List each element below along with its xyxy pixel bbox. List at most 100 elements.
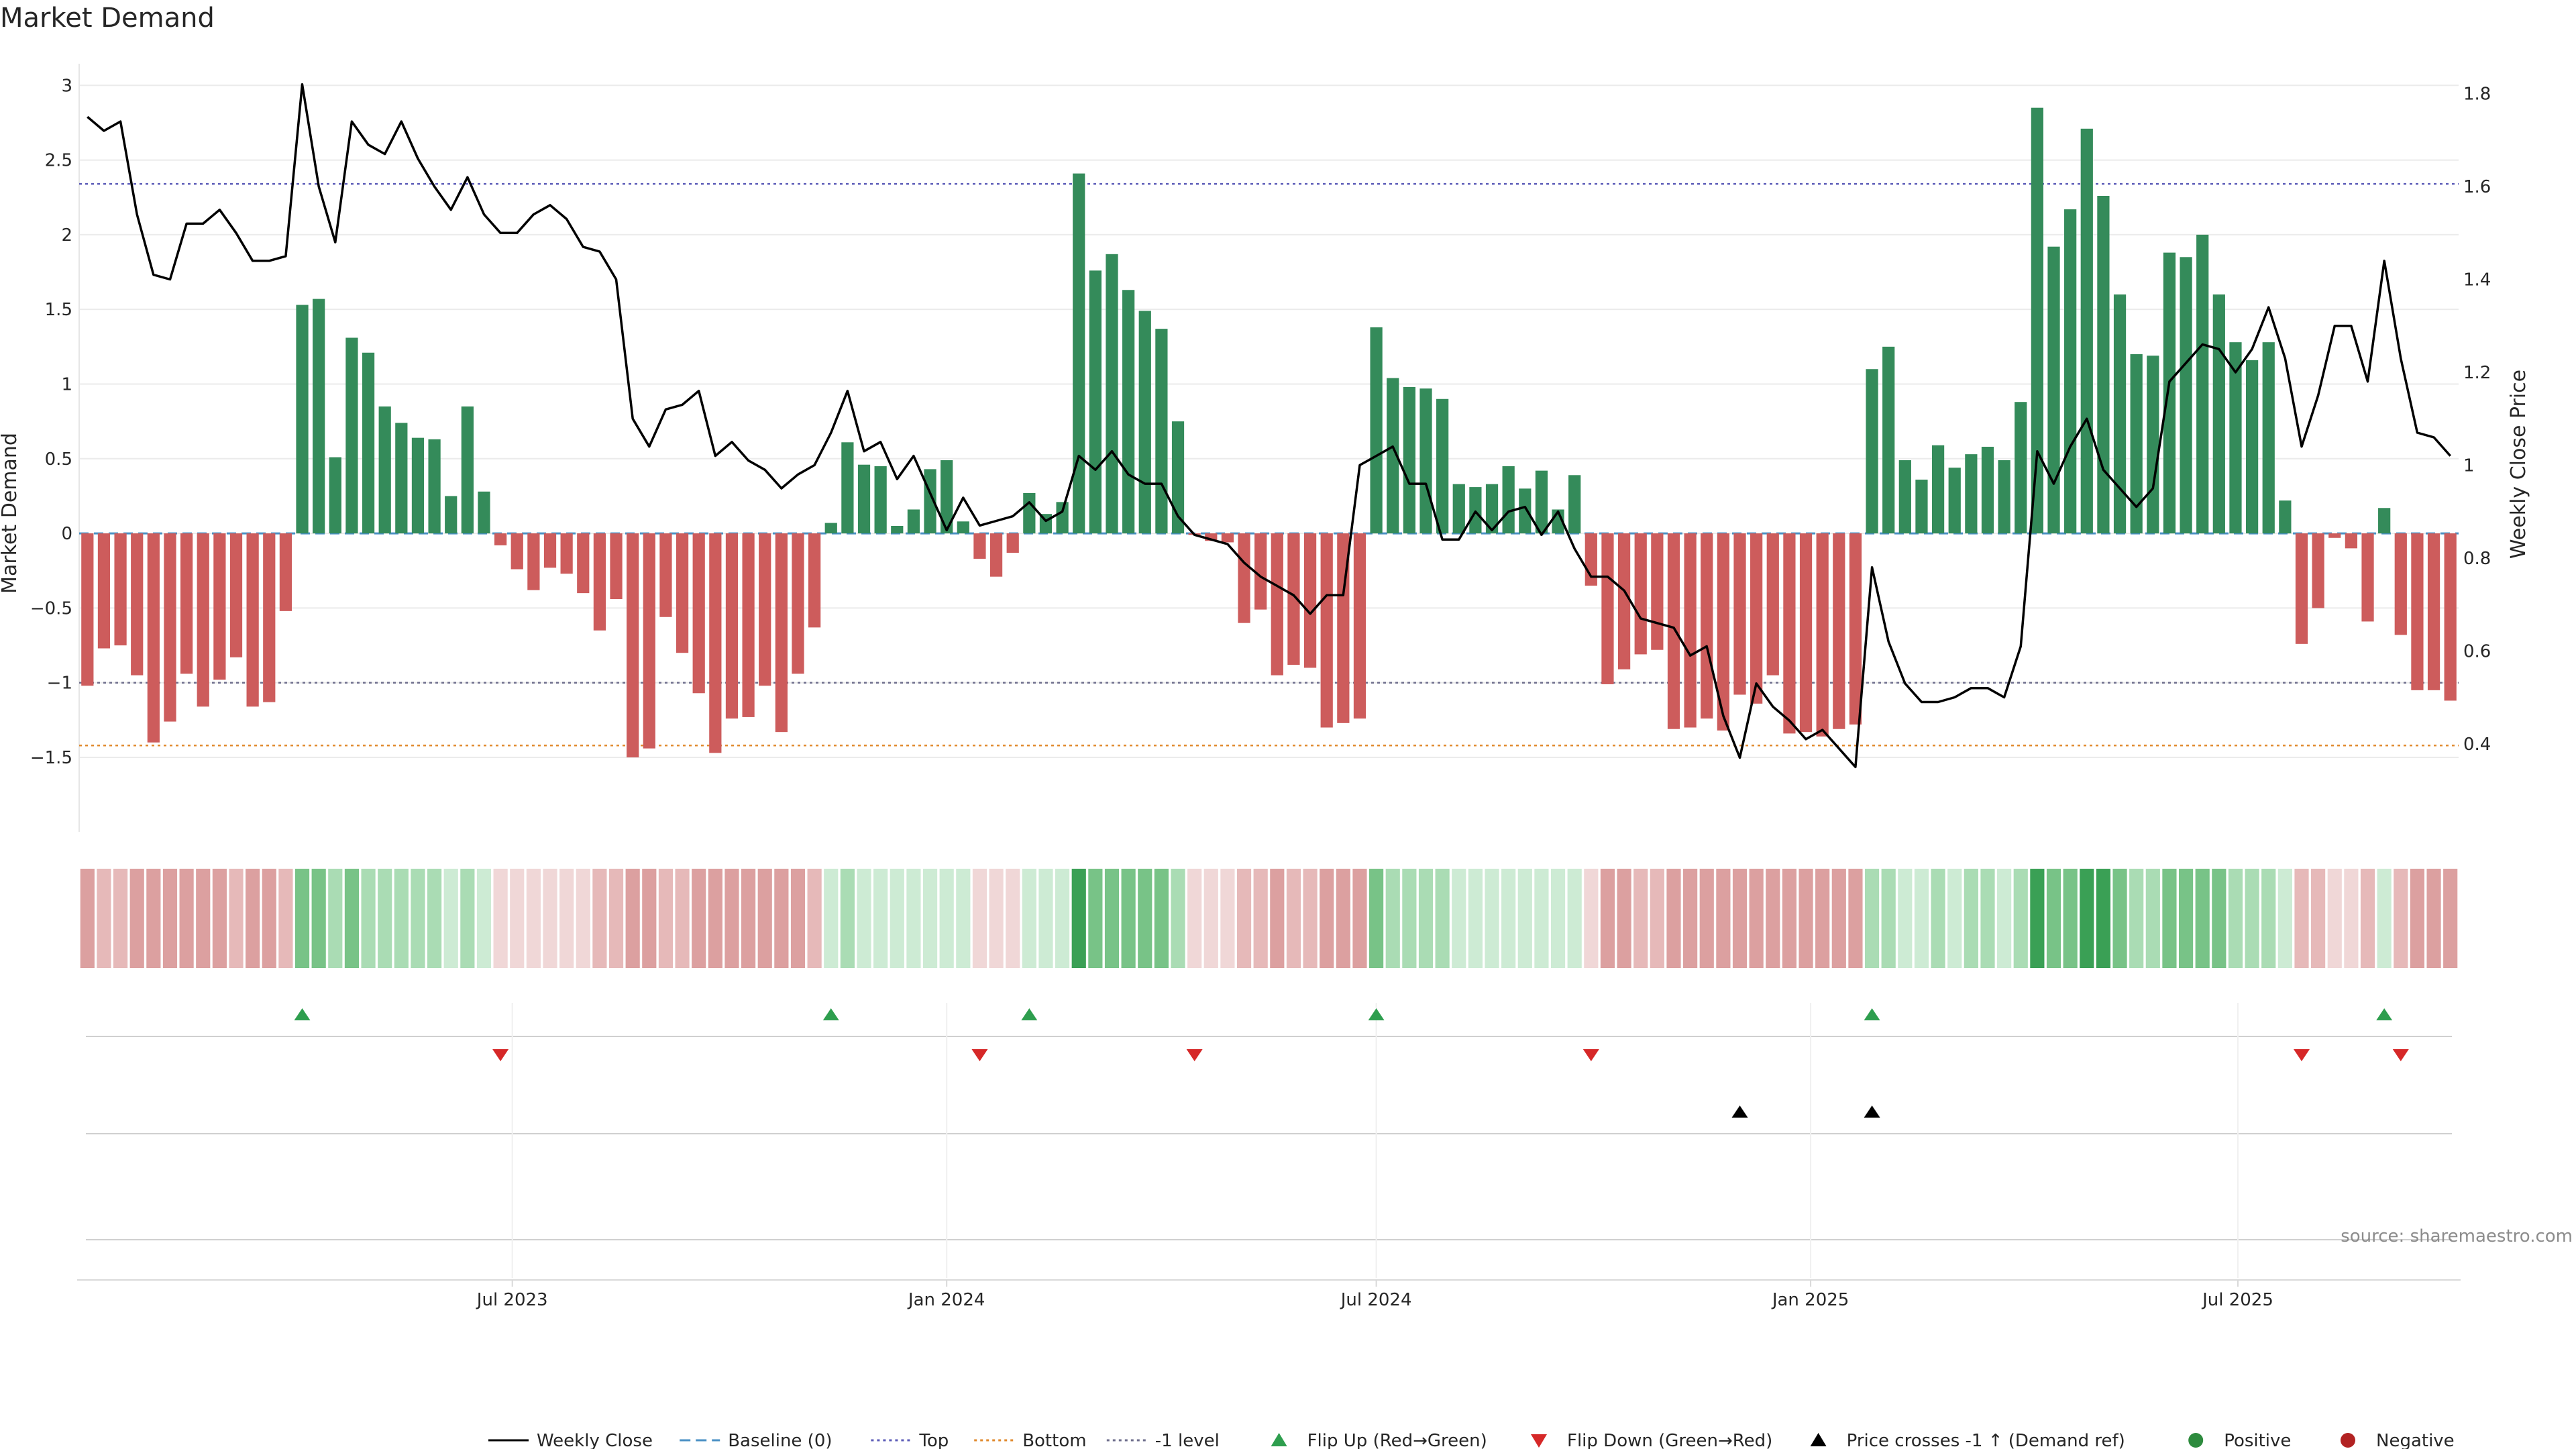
legend-swatch — [2188, 1433, 2204, 1448]
heat-cell — [1831, 869, 1846, 968]
heat-cell — [328, 869, 343, 968]
heat-cell — [592, 869, 607, 968]
demand-bar — [1006, 533, 1019, 553]
legend-item: Weekly Close — [488, 1431, 653, 1449]
demand-bar — [2245, 360, 2259, 534]
demand-bar — [1271, 533, 1283, 676]
demand-bar — [2394, 533, 2407, 635]
heat-cell — [1766, 869, 1780, 968]
demand-bar — [1469, 487, 1482, 534]
heat-cell — [1848, 869, 1863, 968]
heat-cell — [80, 869, 95, 968]
heat-cell — [2344, 869, 2359, 968]
heat-cell — [2377, 869, 2392, 968]
heat-cell — [1864, 869, 1880, 968]
demand-bar — [395, 423, 408, 534]
heat-cell — [1022, 869, 1036, 968]
demand-bar — [2031, 107, 2043, 534]
demand-bar — [891, 525, 904, 534]
heat-cell — [394, 869, 409, 968]
right-tick-label: 0.4 — [2463, 735, 2491, 755]
demand-bar — [445, 496, 458, 534]
right-axis-ticks: 1.8 1.6 1.4 1.2 1 0.8 0.6 0.4 — [2463, 85, 2491, 755]
heat-cell — [1881, 869, 1896, 968]
heat-cell — [2245, 869, 2259, 968]
heat-cell — [510, 869, 525, 968]
demand-bar — [1287, 533, 1300, 665]
demand-bar — [742, 533, 755, 717]
legend-label: Negative — [2376, 1431, 2455, 1449]
right-tick-label: 1.8 — [2463, 85, 2491, 105]
heat-cell — [922, 869, 938, 968]
heat-cell — [1782, 869, 1796, 968]
heat-cell — [576, 869, 590, 968]
demand-bar — [874, 466, 887, 534]
demand-bar — [2113, 294, 2127, 534]
price-cross-marker — [1731, 1106, 1748, 1118]
demand-bar — [2229, 342, 2242, 534]
demand-bar — [478, 491, 490, 534]
demand-bar — [1370, 327, 1383, 534]
heat-cell — [526, 869, 541, 968]
demand-bar — [792, 533, 804, 674]
demand-bar — [577, 533, 590, 594]
heat-cell — [1452, 869, 1466, 968]
demand-bar — [2163, 252, 2176, 534]
demand-bar — [147, 533, 160, 743]
flip-down-marker — [1582, 1049, 1599, 1061]
heat-cell — [246, 869, 260, 968]
heat-cell — [1071, 869, 1086, 968]
heat-cell — [625, 869, 640, 968]
demand-bar — [2047, 246, 2060, 534]
heat-cell — [2063, 869, 2078, 968]
heat-cell — [97, 869, 111, 968]
heat-cell — [1385, 869, 1400, 968]
heat-cell — [2294, 869, 2309, 968]
demand-bar — [1931, 445, 1945, 534]
left-tick-label: 0.5 — [45, 449, 72, 470]
demand-bar — [1337, 533, 1350, 723]
x-tick-label: Jan 2024 — [907, 1290, 985, 1310]
demand-bar — [841, 442, 854, 534]
heat-cell — [1699, 869, 1714, 968]
demand-bar — [1155, 329, 1168, 534]
legend-label: Flip Up (Red→Green) — [1307, 1431, 1487, 1449]
heat-cell — [443, 869, 458, 968]
demand-bar — [692, 533, 705, 694]
demand-bar — [2295, 533, 2308, 644]
legend-label: Weekly Close — [537, 1431, 653, 1449]
legend-item: -1 level — [1106, 1431, 1220, 1449]
heat-cell — [2112, 869, 2127, 968]
heat-cell — [2394, 869, 2408, 968]
heat-cell — [824, 869, 839, 968]
right-tick-label: 0.8 — [2463, 549, 2491, 569]
heat-cell — [1534, 869, 1549, 968]
heat-cell — [1270, 869, 1285, 968]
heat-cell — [1550, 869, 1566, 968]
right-tick-label: 1 — [2463, 455, 2475, 476]
demand-bar — [1816, 533, 1829, 737]
heat-cell — [1055, 869, 1070, 968]
demand-bar — [461, 406, 474, 534]
left-tick-label: 2.5 — [45, 151, 72, 171]
heat-cell — [1203, 869, 1218, 968]
heat-cell — [790, 869, 806, 968]
heat-cell — [658, 869, 674, 968]
heat-cell — [1931, 869, 1945, 968]
heat-cell — [2261, 869, 2276, 968]
heat-cell — [1253, 869, 1268, 968]
demand-bar — [1171, 421, 1185, 534]
x-tick-label: Jul 2025 — [2201, 1290, 2273, 1310]
demand-bar — [2130, 354, 2143, 534]
demand-bar — [1387, 378, 1399, 534]
demand-bar — [1882, 346, 1895, 534]
demand-bar — [2262, 342, 2275, 534]
legend-label: Baseline (0) — [728, 1431, 832, 1449]
flip-up-marker — [2376, 1008, 2393, 1020]
right-tick-label: 1.4 — [2463, 270, 2491, 290]
flip-down-marker — [971, 1049, 988, 1061]
demand-bar — [2147, 356, 2159, 534]
heat-cell — [692, 869, 706, 968]
heat-cell — [2178, 869, 2194, 968]
